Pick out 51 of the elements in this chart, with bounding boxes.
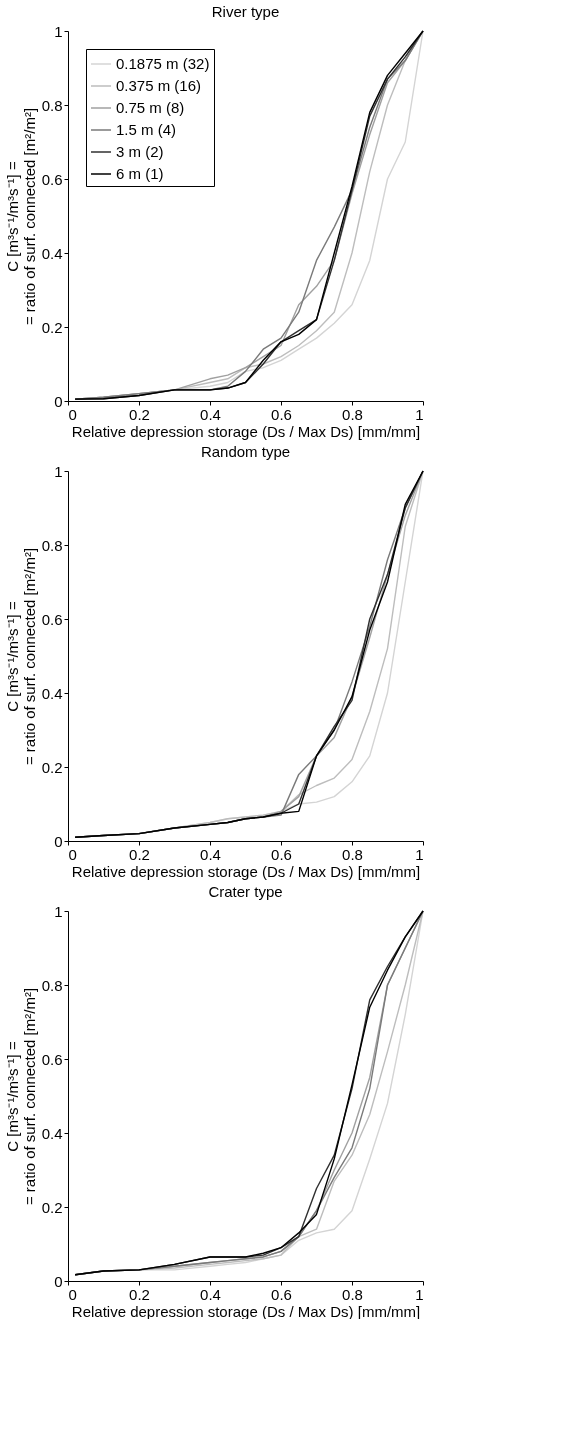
legend-label: 6 m (1)	[116, 165, 164, 182]
y-tick-label: 0	[54, 1272, 63, 1290]
x-tick-label: 1	[415, 405, 424, 423]
y-axis-title: C [m³s⁻¹/m³s⁻¹] = = ratio of surf. connected [m²/m²]	[3, 987, 38, 1206]
legend-label: 0.1875 m (32)	[116, 55, 210, 72]
legend-label: 3 m (2)	[116, 143, 164, 160]
y-axis-title: C [m³s⁻¹/m³s⁻¹] = = ratio of surf. connected [m²/m²]	[3, 547, 38, 766]
legend-label: 0.375 m (16)	[116, 77, 202, 94]
x-tick-label: 0.8	[342, 845, 363, 863]
x-tick-label: 0.2	[129, 845, 150, 863]
x-tick-label: 0.4	[200, 845, 221, 863]
x-tick-label: 1	[415, 845, 424, 863]
x-tick-label: 0.8	[342, 1285, 363, 1303]
x-tick-label: 0.6	[271, 845, 292, 863]
y-tick-label: 0.2	[41, 758, 63, 776]
x-tick-label: 0.8	[342, 405, 363, 423]
y-tick-label: 0.4	[41, 684, 63, 702]
y-tick-label: 1	[54, 462, 63, 480]
legend-label: 1.5 m (4)	[116, 121, 177, 138]
y-tick-label: 0	[54, 392, 63, 410]
y-tick-label: 1	[54, 22, 63, 40]
x-tick-label: 0	[68, 1285, 77, 1303]
chart-title: Random type	[200, 443, 291, 460]
y-tick-label: 0.2	[41, 1198, 63, 1216]
y-tick-label: 0.8	[41, 96, 63, 114]
x-tick-label: 0.4	[200, 405, 221, 423]
x-tick-label: 1	[415, 1285, 424, 1303]
y-tick-label: 0.2	[41, 318, 63, 336]
chart-title: Crater type	[208, 883, 283, 900]
x-tick-label: 0.6	[271, 405, 292, 423]
x-tick-label: 0.6	[271, 1285, 292, 1303]
y-tick-label: 0.4	[41, 244, 63, 262]
y-tick-label: 0.6	[41, 170, 63, 188]
x-tick-label: 0.2	[129, 405, 150, 423]
x-tick-label: 0	[68, 845, 77, 863]
x-axis-title: Relative depression storage (Ds / Max Ds) [mm/mm]	[71, 422, 421, 440]
y-tick-label: 0.8	[41, 976, 63, 994]
x-tick-label: 0.4	[200, 1285, 221, 1303]
y-tick-label: 0.6	[41, 1050, 63, 1068]
x-axis-title: Relative depression storage (Ds / Max Ds) [mm/mm]	[71, 862, 421, 880]
y-tick-label: 0.6	[41, 610, 63, 628]
y-tick-label: 0.8	[41, 536, 63, 554]
y-tick-label: 0.4	[41, 1124, 63, 1142]
x-tick-label: 0	[68, 405, 77, 423]
x-axis-title: Relative depression storage (Ds / Max Ds) [mm/mm]	[71, 1302, 421, 1320]
chart-title: River type	[211, 3, 280, 20]
y-tick-label: 1	[54, 902, 63, 920]
y-tick-label: 0	[54, 832, 63, 850]
y-axis-title: C [m³s⁻¹/m³s⁻¹] = = ratio of surf. connected [m²/m²]	[3, 107, 38, 326]
x-tick-label: 0.2	[129, 1285, 150, 1303]
legend-label: 0.75 m (8)	[116, 99, 185, 116]
